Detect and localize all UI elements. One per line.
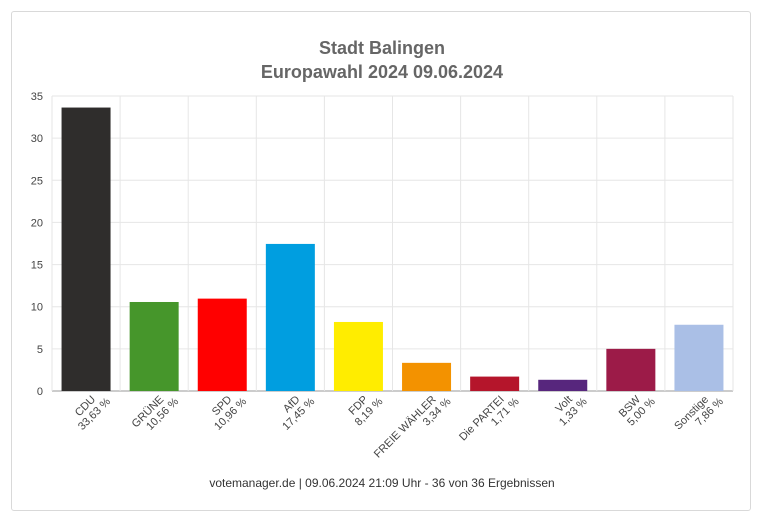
bar-volt: [538, 379, 588, 391]
y-tick-label: 35: [31, 91, 43, 103]
y-tick-label: 25: [31, 175, 43, 187]
bar-afd: [265, 243, 315, 391]
y-tick-label: 15: [31, 260, 43, 272]
bar-grüne: [129, 301, 179, 391]
y-tick-label: 10: [31, 302, 43, 314]
bar-die-partei: [470, 376, 520, 391]
chart-footer: votemanager.de | 09.06.2024 21:09 Uhr - …: [209, 476, 555, 490]
chart-frame: [11, 11, 751, 511]
bar-cdu: [61, 107, 111, 391]
y-tick-label: 0: [37, 386, 43, 398]
bar-spd: [197, 298, 247, 391]
bar-sonstige: [674, 324, 724, 391]
y-tick-label: 20: [31, 217, 43, 229]
chart-title: Stadt Balingen: [318, 38, 445, 58]
chart-subtitle: Europawahl 2024 09.06.2024: [260, 62, 504, 82]
bar-fdp: [333, 321, 383, 391]
y-tick-label: 30: [31, 133, 43, 145]
bar-freie-wähler: [402, 362, 452, 391]
bar-bsw: [606, 348, 656, 391]
y-tick-label: 5: [37, 344, 43, 356]
